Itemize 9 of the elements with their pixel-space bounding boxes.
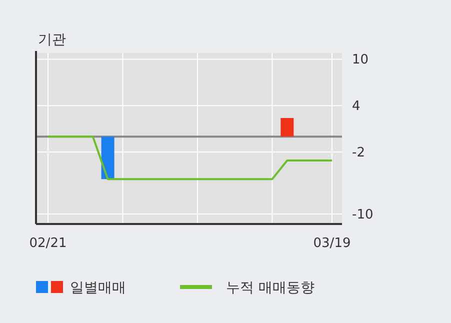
y-tick-label: -2	[352, 146, 365, 161]
legend-label: 누적 매매동향	[226, 280, 314, 296]
chart-title: 기관	[38, 32, 66, 48]
y-tick-label: 4	[352, 99, 360, 114]
legend-label: 일별매매	[70, 280, 126, 296]
x-tick-label: 02/21	[29, 236, 67, 251]
y-tick-label: 10	[352, 52, 369, 68]
y-tick-label: -10	[352, 207, 374, 222]
x-tick-label: 03/19	[313, 236, 351, 251]
